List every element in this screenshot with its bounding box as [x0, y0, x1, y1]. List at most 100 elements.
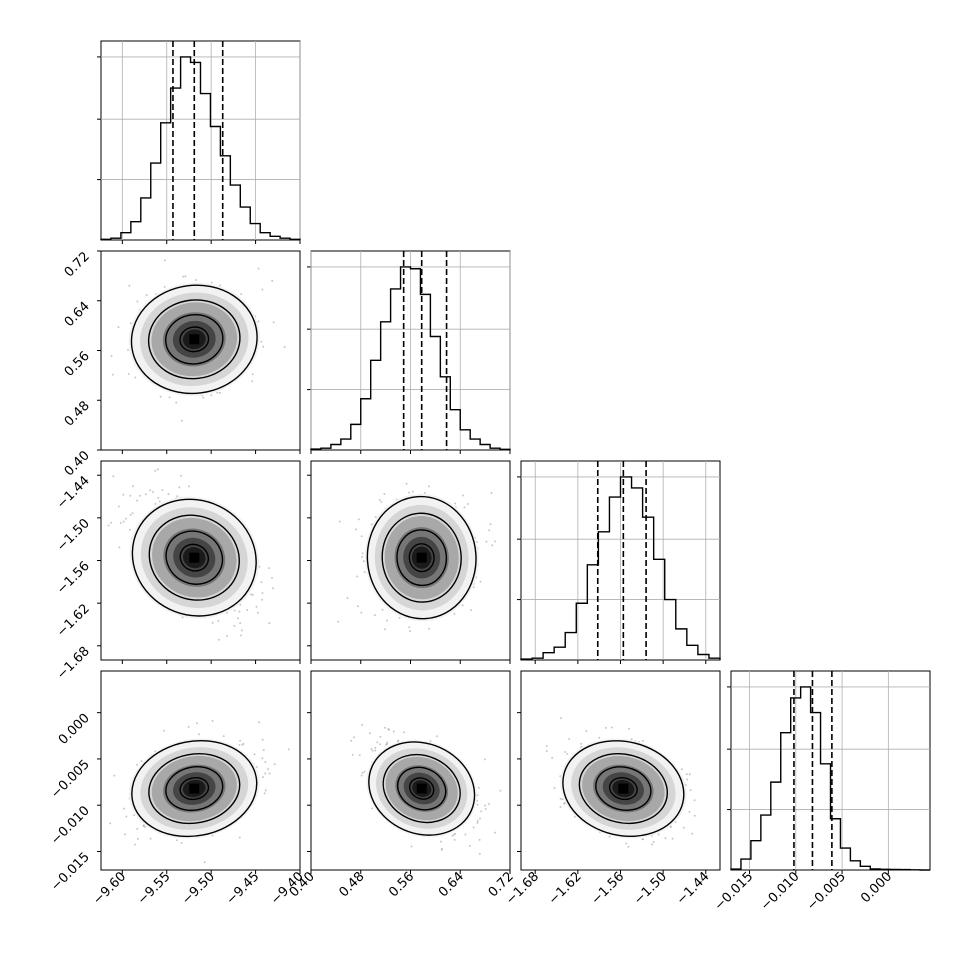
- sample-point: [373, 614, 376, 617]
- sample-point: [463, 506, 466, 509]
- sample-point: [198, 733, 200, 736]
- sample-point: [693, 799, 696, 802]
- sample-point: [238, 744, 241, 746]
- sample-point: [405, 482, 408, 485]
- sample-point: [423, 492, 426, 494]
- sample-point: [598, 736, 601, 739]
- sample-point: [264, 761, 267, 764]
- sample-point: [163, 285, 166, 288]
- sample-point: [154, 502, 157, 505]
- sample-point: [144, 493, 147, 496]
- density-peak: [416, 783, 427, 794]
- sample-point: [178, 486, 181, 489]
- sample-point: [604, 726, 607, 729]
- sample-point: [123, 833, 126, 836]
- sample-point: [182, 275, 185, 278]
- sample-point: [258, 721, 261, 724]
- sample-point: [128, 284, 131, 287]
- sample-point: [261, 757, 264, 760]
- sample-point: [379, 735, 382, 738]
- sample-point: [682, 826, 685, 829]
- sample-point: [652, 840, 655, 843]
- sample-point: [641, 838, 644, 841]
- sample-point: [180, 419, 183, 422]
- sample-point: [122, 493, 125, 496]
- sample-point: [210, 394, 213, 397]
- sample-point: [346, 597, 349, 600]
- sample-point: [131, 512, 134, 515]
- sample-point: [272, 587, 274, 590]
- sample-point: [392, 730, 395, 733]
- sample-point: [428, 485, 430, 488]
- sample-point: [140, 760, 143, 763]
- sample-point: [545, 750, 548, 753]
- sample-point: [149, 837, 152, 840]
- sample-point: [356, 575, 359, 578]
- sample-point: [258, 565, 261, 568]
- sample-point: [257, 320, 260, 323]
- sample-point: [239, 603, 242, 606]
- sample-point: [688, 773, 691, 776]
- sample-point: [145, 294, 148, 296]
- sample-point: [239, 622, 242, 625]
- sample-point: [479, 580, 482, 583]
- sample-point: [264, 789, 267, 792]
- sample-point: [167, 493, 170, 496]
- sample-point: [472, 826, 475, 829]
- contour-line: [179, 543, 210, 572]
- sample-point: [451, 834, 454, 837]
- sample-point: [218, 391, 221, 394]
- sample-point: [657, 833, 660, 836]
- sample-point: [476, 803, 479, 806]
- histogram-panel-0: [97, 40, 301, 244]
- sample-point: [161, 489, 164, 491]
- sample-point: [129, 513, 132, 516]
- sample-point: [117, 505, 120, 508]
- sample-point: [669, 826, 672, 829]
- sample-point: [387, 728, 390, 731]
- sample-point: [260, 340, 263, 343]
- sample-point: [403, 731, 405, 734]
- sample-point: [180, 842, 183, 844]
- sample-point: [380, 501, 383, 503]
- sample-point: [363, 571, 366, 574]
- sample-point: [489, 523, 492, 526]
- sample-point: [256, 611, 259, 614]
- sample-point: [693, 814, 696, 817]
- sample-point: [181, 616, 184, 619]
- sample-point: [355, 528, 358, 531]
- sample-point: [255, 605, 258, 608]
- sample-point: [217, 619, 220, 622]
- sample-point: [351, 753, 354, 756]
- sample-point: [608, 835, 611, 838]
- sample-point: [568, 738, 571, 740]
- sample-point: [685, 773, 688, 776]
- sample-point: [411, 490, 414, 493]
- sample-point: [134, 376, 137, 379]
- density-peak: [189, 552, 200, 563]
- sample-point: [216, 391, 219, 394]
- sample-point: [122, 520, 125, 523]
- sample-point: [490, 492, 493, 494]
- sample-point: [156, 468, 159, 471]
- histogram-step: [310, 266, 511, 450]
- sample-point: [251, 593, 254, 596]
- sample-point: [196, 722, 198, 725]
- histogram-panel-3: [727, 670, 931, 874]
- sample-point: [408, 626, 411, 629]
- sample-point: [472, 586, 475, 589]
- sample-point: [253, 753, 256, 756]
- histogram-panel-1: [307, 250, 511, 454]
- sample-point: [241, 743, 244, 746]
- sample-point: [362, 560, 365, 563]
- sample-point: [337, 620, 340, 623]
- histogram-panel-2: [517, 460, 721, 664]
- sample-point: [123, 807, 125, 810]
- sample-point: [117, 326, 120, 329]
- sample-point: [124, 517, 127, 520]
- sample-point: [125, 815, 128, 818]
- sample-point: [118, 546, 121, 549]
- sample-point: [262, 776, 264, 779]
- scatter-panel-2-1: [307, 460, 511, 664]
- density-peak: [189, 783, 200, 794]
